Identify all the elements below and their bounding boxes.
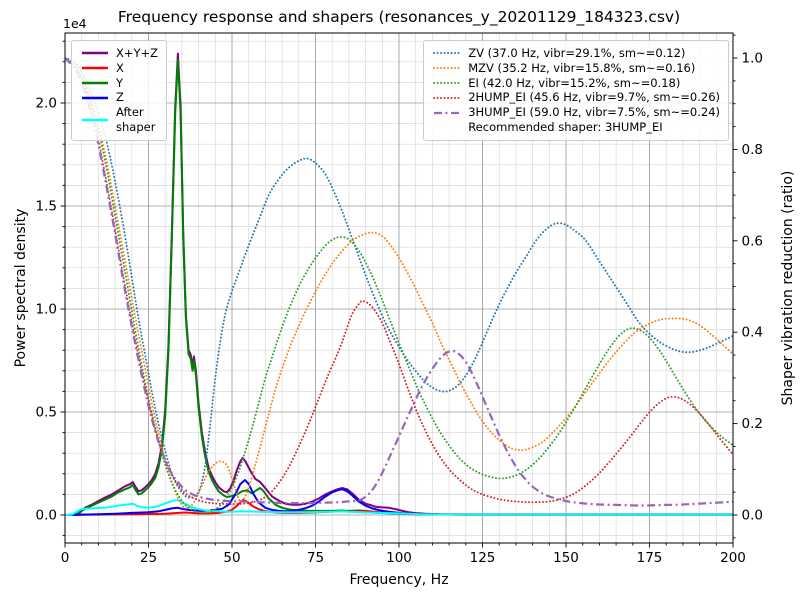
legend-swatch-solid-line — [82, 118, 108, 122]
y-axis-left-label: Power spectral density — [13, 208, 29, 368]
legend-swatch-solid-line — [82, 81, 108, 85]
y-axis-right-label: Shaper vibration reduction (ratio) — [780, 170, 796, 406]
y-right-tick-label: 0.6 — [742, 233, 763, 249]
curve-psd-after-shaper — [65, 499, 733, 516]
legend-swatch-dotted-line — [433, 52, 462, 55]
legend-item-y: Y — [80, 76, 158, 91]
curve-shaper-ei — [65, 57, 733, 514]
legend-item-after-shaper: After shaper — [80, 105, 158, 135]
legend-item-mzv: MZV (35.2 Hz, vibr=15.8%, sm~=0.16) — [432, 61, 720, 76]
x-tick-label: 50 — [223, 550, 240, 566]
legend-swatch-spacer — [432, 127, 462, 128]
y-right-tick-label: 1.0 — [742, 51, 763, 67]
x-tick-label: 200 — [720, 550, 746, 566]
legend-label-mzv: MZV (35.2 Hz, vibr=15.8%, sm~=0.16) — [468, 60, 696, 75]
legend-item-recommended-shaper-note: Recommended shaper: 3HUMP_EI — [432, 120, 720, 135]
legend-label-after-shaper: After shaper — [116, 105, 156, 134]
curve-shaper-3hump-ei — [65, 57, 733, 507]
y-left-tick-label: 1.5 — [36, 199, 57, 215]
y-right-tick-label: 0.0 — [742, 508, 763, 524]
y-right-tick-label: 0.8 — [742, 142, 763, 158]
tick-labels: 0 25 50 75 100 125 150 175 200 0.0 0.5 1.0 1.5 2.0 0.0… — [36, 51, 763, 567]
x-axis-label: Frequency, Hz — [349, 572, 449, 588]
y-axis-offset-text: 1e4 — [63, 16, 87, 31]
y-right-tick-label: 0.4 — [742, 325, 763, 341]
y-right-tick-label: 0.2 — [742, 416, 763, 432]
legend-label-xyz: X+Y+Z — [116, 46, 159, 60]
x-tick-label: 150 — [553, 550, 579, 566]
curve-shaper-zv — [65, 57, 733, 499]
curves-layer — [65, 52, 733, 516]
axis-ticks — [60, 34, 738, 548]
legend-item-z: Z — [80, 90, 158, 105]
legend-label-x: X — [116, 60, 124, 75]
legend-swatch-dotted-line — [433, 67, 462, 70]
legend-swatch-solid-line — [82, 96, 108, 100]
legend-swatch-solid-line — [82, 52, 108, 55]
legend-item-ei: EI (42.0 Hz, vibr=15.2%, sm~=0.18) — [432, 76, 720, 91]
legend-label-3hump-ei: 3HUMP_EI (59.0 Hz, vibr=7.5%, sm~=0.24) — [468, 105, 720, 120]
y-left-tick-label: 2.0 — [36, 96, 57, 112]
curve-psd-z — [65, 479, 733, 516]
legend-item-xyz: X+Y+Z — [80, 46, 158, 61]
y-left-tick-label: 1.0 — [36, 302, 57, 318]
legend-shapers: ZV (37.0 Hz, vibr=29.1%, sm~=0.12) MZV (3… — [423, 40, 729, 141]
curve-psd-x-y-z — [65, 52, 733, 516]
legend-label-z: Z — [116, 90, 124, 105]
legend-label-ei: EI (42.0 Hz, vibr=15.2%, sm~=0.18) — [468, 75, 681, 90]
legend-item-zv: ZV (37.0 Hz, vibr=29.1%, sm~=0.12) — [432, 46, 720, 61]
curve-shaper-2hump-ei — [65, 57, 733, 506]
legend-swatch-dotted-line — [433, 82, 462, 84]
legend-label-2hump-ei: 2HUMP_EI (45.6 Hz, vibr=9.7%, sm~=0.26) — [468, 90, 720, 105]
x-tick-label: 125 — [470, 550, 496, 566]
curve-shaper-mzv — [65, 57, 733, 510]
x-tick-label: 25 — [140, 550, 157, 566]
legend-swatch-dashdot-line — [434, 111, 461, 114]
legend-item-3hump-ei: 3HUMP_EI (59.0 Hz, vibr=7.5%, sm~=0.24) — [432, 105, 720, 120]
y-left-tick-label: 0.0 — [36, 508, 57, 524]
legend-label-zv: ZV (37.0 Hz, vibr=29.1%, sm~=0.12) — [468, 46, 686, 60]
legend-label-y: Y — [116, 75, 124, 90]
x-tick-label: 75 — [307, 550, 324, 566]
legend-item-2hump-ei: 2HUMP_EI (45.6 Hz, vibr=9.7%, sm~=0.26) — [432, 90, 720, 105]
legend-psd: X+Y+Z X Y Z After shaper — [71, 40, 168, 141]
x-tick-label: 100 — [386, 550, 412, 566]
recommended-shaper-text: Recommended shaper: 3HUMP_EI — [468, 119, 663, 134]
legend-swatch-dotted-line — [433, 96, 462, 99]
legend-item-x: X — [80, 61, 158, 76]
legend-swatch-solid-line — [82, 66, 108, 70]
chart-title: Frequency response and shapers (resonanc… — [117, 8, 681, 26]
x-tick-label: 0 — [61, 550, 70, 566]
y-left-tick-label: 0.5 — [36, 405, 57, 421]
x-tick-label: 175 — [637, 550, 663, 566]
